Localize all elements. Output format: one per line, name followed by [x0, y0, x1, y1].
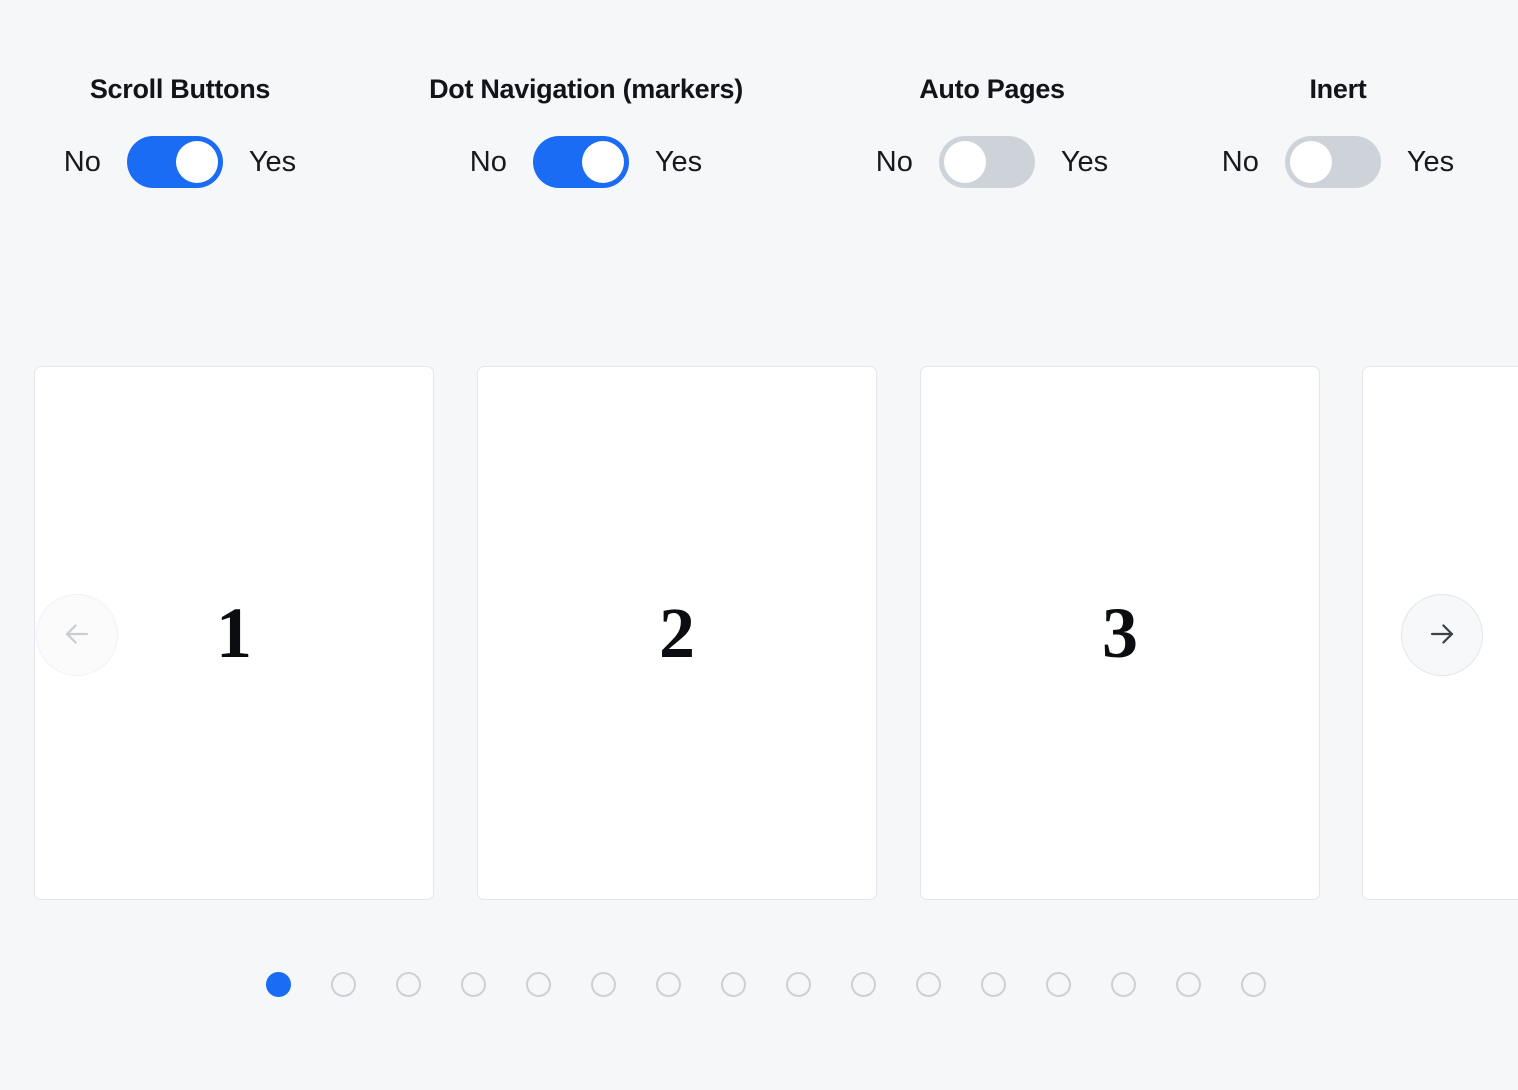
carousel-dot[interactable] [981, 971, 1006, 997]
controls-bar: Scroll Buttons No Yes Dot Navigation (ma… [0, 0, 1518, 232]
toggle-knob-inert [1289, 141, 1332, 183]
control-group-dot-navigation: Dot Navigation (markers) No Yes [372, 72, 800, 188]
carousel-track[interactable]: 1 2 3 [0, 366, 1518, 900]
switch-row-inert: No Yes [1184, 136, 1492, 188]
carousel-dot[interactable] [1046, 971, 1071, 997]
toggle-scroll-buttons[interactable] [126, 136, 223, 188]
carousel-card[interactable]: 2 [477, 366, 877, 900]
carousel-dot[interactable] [461, 971, 486, 997]
toggle-auto-pages[interactable] [938, 136, 1035, 188]
switch-on-label-inert: Yes [1406, 146, 1455, 178]
carousel-dot[interactable] [916, 971, 941, 997]
carousel-dot[interactable] [396, 971, 421, 997]
carousel-dot[interactable] [786, 971, 811, 997]
toggle-knob-scroll-buttons [175, 141, 218, 183]
carousel-prev-button[interactable] [36, 594, 118, 676]
switch-row-scroll-buttons: No Yes [26, 136, 334, 188]
carousel-dot[interactable] [1176, 971, 1201, 997]
carousel-dot[interactable] [266, 971, 291, 997]
group-title-scroll-buttons: Scroll Buttons [89, 74, 271, 104]
group-title-inert: Inert [1309, 74, 1367, 104]
group-title-dot-navigation: Dot Navigation (markers) [429, 74, 743, 104]
arrow-left-icon [60, 617, 94, 654]
switch-off-label-dot-navigation: No [469, 146, 507, 178]
carousel-dot[interactable] [1241, 971, 1266, 997]
control-group-scroll-buttons: Scroll Buttons No Yes [26, 72, 334, 188]
carousel-dot[interactable] [851, 971, 876, 997]
toggle-dot-navigation[interactable] [532, 136, 629, 188]
toggle-knob-dot-navigation [581, 141, 624, 183]
switch-row-dot-navigation: No Yes [372, 136, 800, 188]
carousel-card-label: 3 [1102, 593, 1138, 673]
switch-row-auto-pages: No Yes [838, 136, 1146, 188]
carousel-dot[interactable] [526, 971, 551, 997]
carousel-dot[interactable] [331, 971, 356, 997]
toggle-knob-auto-pages [943, 141, 986, 183]
carousel-dot[interactable] [656, 971, 681, 997]
carousel-dot[interactable] [1111, 971, 1136, 997]
carousel-card-label: 2 [659, 593, 695, 673]
carousel-dot[interactable] [591, 971, 616, 997]
control-group-inert: Inert No Yes [1184, 72, 1492, 188]
toggle-inert[interactable] [1284, 136, 1381, 188]
carousel-next-button[interactable] [1401, 594, 1483, 676]
switch-on-label-auto-pages: Yes [1060, 146, 1109, 178]
switch-off-label-auto-pages: No [875, 146, 913, 178]
switch-on-label-scroll-buttons: Yes [248, 146, 297, 178]
switch-on-label-dot-navigation: Yes [654, 146, 703, 178]
carousel-card-label: 1 [216, 593, 252, 673]
arrow-right-icon [1425, 617, 1459, 654]
control-group-auto-pages: Auto Pages No Yes [838, 72, 1146, 188]
carousel-dot-navigation[interactable] [266, 971, 1266, 997]
carousel-card[interactable]: 3 [920, 366, 1320, 900]
group-title-auto-pages: Auto Pages [919, 74, 1065, 104]
carousel-dot[interactable] [721, 971, 746, 997]
switch-off-label-scroll-buttons: No [63, 146, 101, 178]
switch-off-label-inert: No [1221, 146, 1259, 178]
